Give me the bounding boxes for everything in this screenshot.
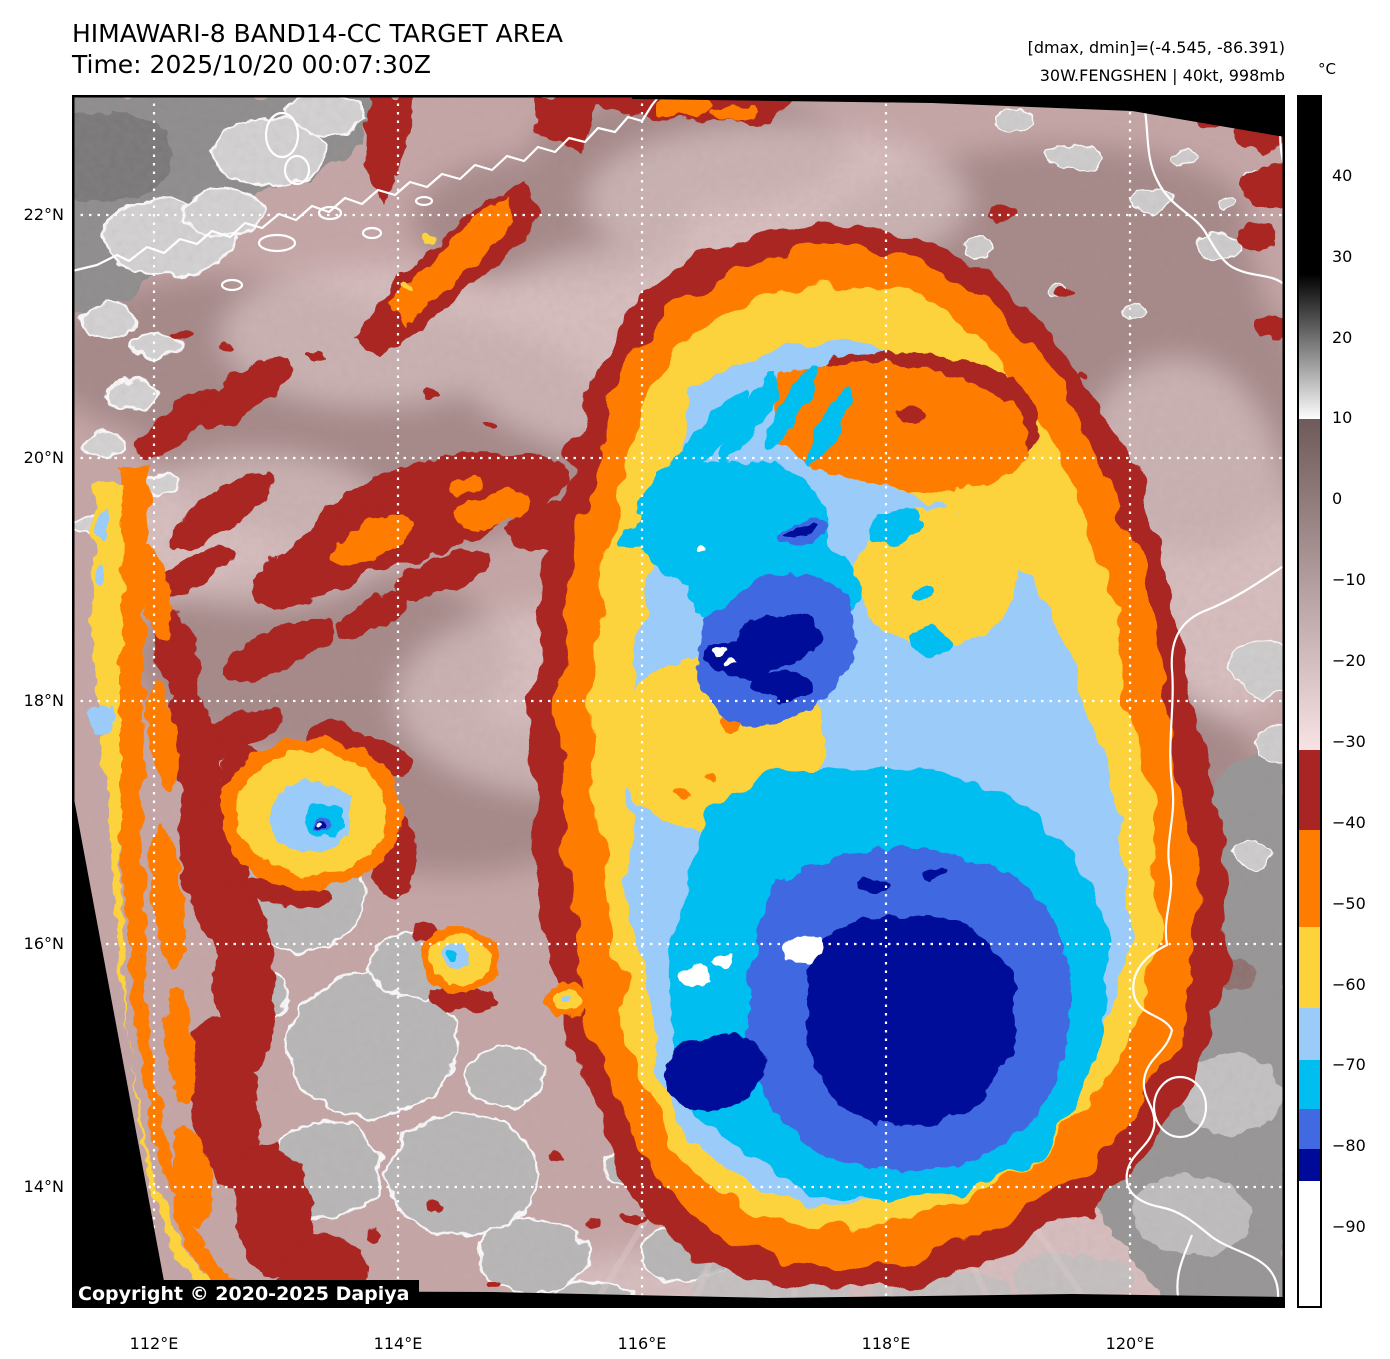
colorbar-segment [1299, 274, 1320, 420]
secondary-convective-cells [220, 738, 589, 1018]
colorbar-tick-label: −70 [1332, 1055, 1366, 1075]
colorbar-segment [1299, 1007, 1320, 1061]
latitude-tick-label: 18°N [23, 691, 64, 710]
colorbar-tick-label: 30 [1332, 246, 1353, 266]
temperature-colorbar [1297, 95, 1322, 1308]
latitude-tick-label: 22°N [23, 205, 64, 224]
map-frame [72, 95, 1285, 1308]
colorbar-tick-label: 10 [1332, 408, 1353, 428]
latitude-tick-label: 20°N [23, 448, 64, 467]
orange-band-layer [117, 97, 756, 1308]
colorbar-unit-label: °C [1318, 60, 1336, 78]
colorbar-tick-label: −90 [1332, 1217, 1366, 1237]
colorbar-segment [1299, 1181, 1320, 1307]
coastlines [72, 95, 1285, 1308]
overshooting-top-white-spots [680, 543, 824, 987]
colorbar-tick-label: −40 [1332, 812, 1366, 832]
colorbar-segment [1299, 1108, 1320, 1150]
longitude-tick-label: 112°E [129, 1334, 179, 1353]
longitude-tick-label: 120°E [1105, 1334, 1155, 1353]
colorbar-tick-label: −80 [1332, 1136, 1366, 1156]
latitude-tick-label: 14°N [23, 1177, 64, 1196]
colorbar-segment [1299, 97, 1320, 275]
colorbar-segment [1299, 749, 1320, 831]
colorbar-tick-label: 0 [1332, 489, 1343, 509]
title-line-2: Time: 2025/10/20 00:07:30Z [72, 50, 431, 79]
colorbar-tick-label: 20 [1332, 327, 1353, 347]
colorbar-tick-label: −20 [1332, 651, 1366, 671]
title-line-1: HIMAWARI-8 BAND14-CC TARGET AREA [72, 19, 564, 48]
northeast-warm-wedge [772, 350, 1042, 492]
colorbar-tick-label: −60 [1332, 974, 1366, 994]
satellite-map [72, 95, 1285, 1308]
colorbar-tick-label: −30 [1332, 731, 1366, 751]
dmax-dmin-readout: [dmax, dmin]=(-4.545, -86.391) [1027, 38, 1285, 57]
latitude-tick-label: 16°N [23, 934, 64, 953]
colorbar-segment [1299, 830, 1320, 928]
storm-info: [dmax, dmin]=(-4.545, -86.391) 30W.FENGS… [800, 34, 1285, 90]
cyan-fan-north [618, 365, 950, 679]
colorbar-segment [1299, 1060, 1320, 1110]
colorbar-segment [1299, 419, 1320, 751]
longitude-tick-label: 118°E [861, 1334, 911, 1353]
satellite-image [72, 95, 1285, 1308]
colorbar-segment [1299, 927, 1320, 1009]
colorbar-tick-label: 40 [1332, 165, 1353, 185]
longitude-tick-label: 116°E [617, 1334, 667, 1353]
storm-name-intensity: 30W.FENGSHEN | 40kt, 998mb [1039, 66, 1285, 85]
colorbar-tick-label: −10 [1332, 570, 1366, 590]
typhoon-cloud-shield [531, 226, 1228, 1294]
longitude-tick-label: 114°E [373, 1334, 423, 1353]
colorbar-tick-label: −50 [1332, 893, 1366, 913]
plot-title: HIMAWARI-8 BAND14-CC TARGET AREA Time: 2… [72, 18, 563, 80]
navy-coldest-cores [662, 525, 1017, 1127]
copyright-watermark: Copyright © 2020-2025 Dapiya [72, 1280, 420, 1308]
colorbar-segment [1299, 1148, 1320, 1182]
